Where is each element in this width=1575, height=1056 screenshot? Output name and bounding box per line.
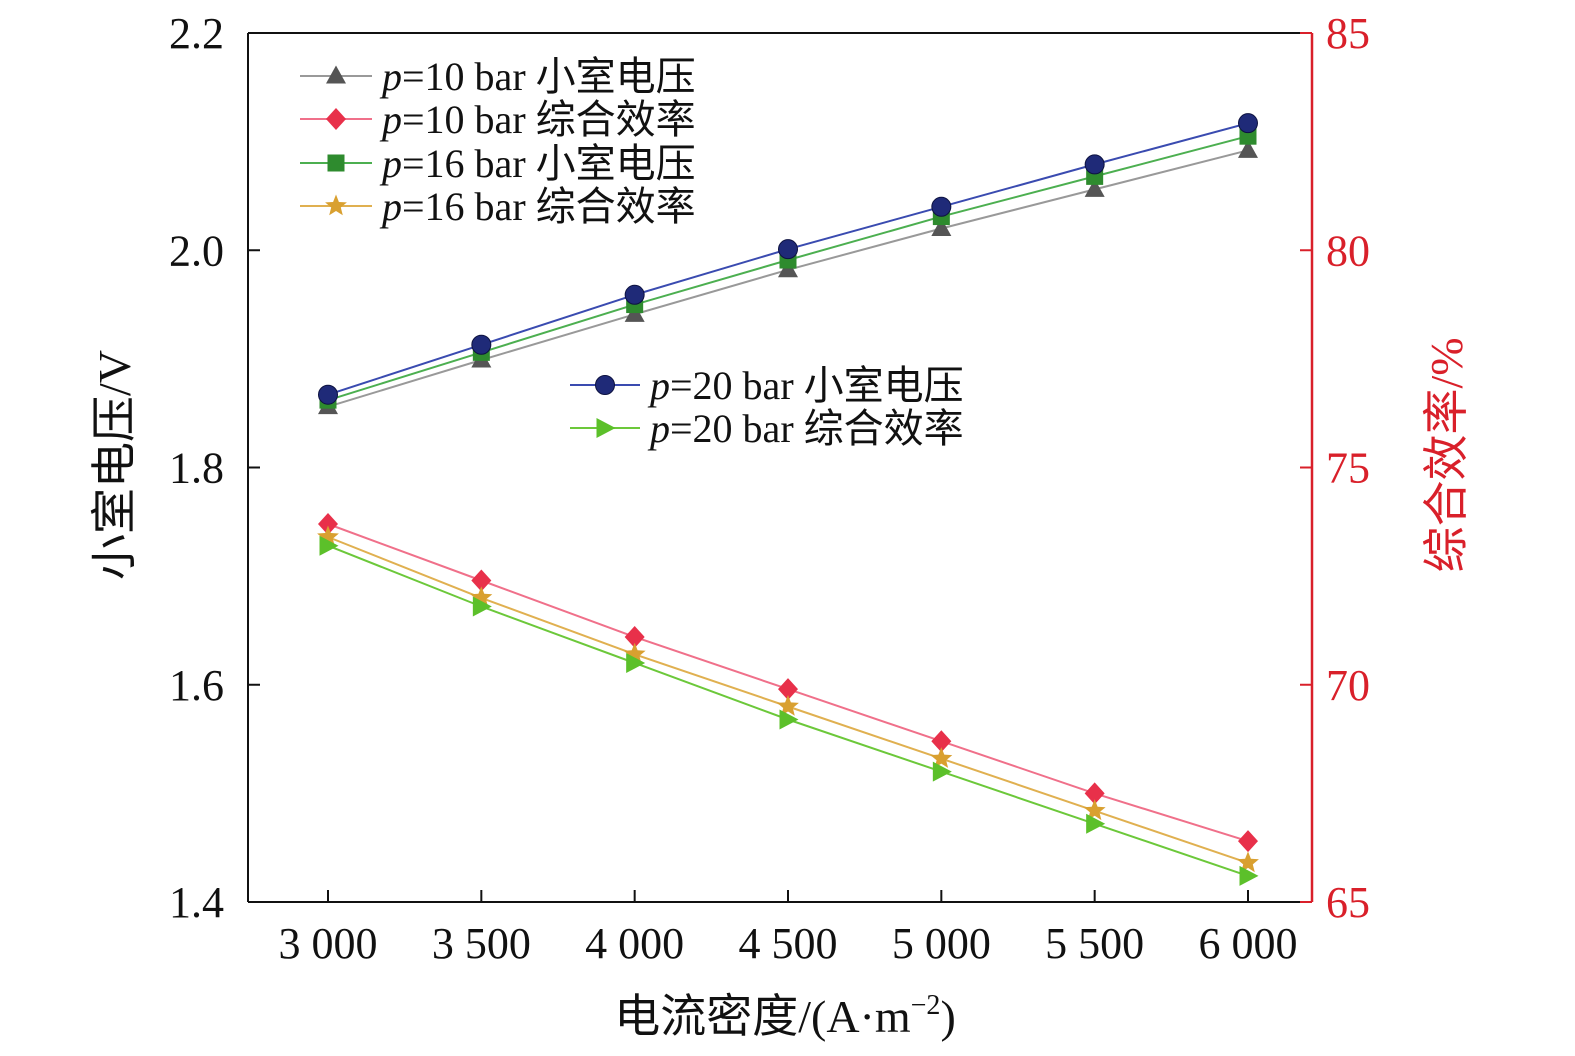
data-point bbox=[470, 586, 493, 608]
legend-label-text: =16 bar 综合效率 bbox=[402, 184, 696, 229]
data-point bbox=[626, 653, 646, 674]
legend-item: p=20 bar 综合效率 bbox=[570, 406, 964, 451]
y-tick-label-left: 1.6 bbox=[169, 661, 224, 710]
y-tick-label-left: 1.8 bbox=[169, 444, 224, 493]
legend-label-var: p bbox=[379, 54, 402, 99]
legend-label-text: =10 bar 综合效率 bbox=[402, 97, 696, 142]
y-tick-label-right: 70 bbox=[1326, 661, 1370, 710]
x-axis-title-tail: ) bbox=[940, 991, 955, 1042]
legend-label: p=10 bar 综合效率 bbox=[379, 97, 696, 142]
x-tick-label: 5 000 bbox=[892, 919, 991, 968]
data-point bbox=[1084, 782, 1105, 805]
x-axis-title-main: 电流密度/(A·m bbox=[614, 991, 911, 1042]
legend-label: p=10 bar 小室电压 bbox=[379, 54, 696, 99]
x-tick-label: 4 500 bbox=[739, 919, 838, 968]
legend-item: p=16 bar 小室电压 bbox=[300, 141, 696, 186]
legend-label-var: p bbox=[379, 97, 402, 142]
legend-label: p=20 bar 小室电压 bbox=[647, 363, 964, 408]
legend-marker bbox=[326, 108, 346, 130]
legend-marker bbox=[595, 375, 615, 395]
legend-marker bbox=[327, 154, 345, 172]
data-point bbox=[778, 239, 798, 260]
data-point bbox=[471, 334, 492, 355]
legend-label: p=16 bar 小室电压 bbox=[379, 141, 696, 186]
y-tick-label-left: 1.4 bbox=[169, 878, 224, 927]
x-tick-label: 4 000 bbox=[585, 919, 684, 968]
y-tick-label-right: 75 bbox=[1326, 444, 1370, 493]
x-tick-label: 6 000 bbox=[1199, 919, 1298, 968]
legend-label-text: =20 bar 小室电压 bbox=[670, 363, 964, 408]
y-tick-label-right: 80 bbox=[1326, 226, 1370, 275]
data-point bbox=[931, 196, 952, 217]
data-point bbox=[931, 730, 952, 753]
legend-label-var: p bbox=[647, 406, 670, 451]
y-tick-label-right: 85 bbox=[1326, 9, 1370, 58]
y-tick-label-left: 2.0 bbox=[169, 226, 224, 275]
y-tick-label-right: 65 bbox=[1326, 878, 1370, 927]
data-point bbox=[623, 642, 646, 664]
data-point bbox=[1238, 830, 1258, 853]
legend-item: p=20 bar 小室电压 bbox=[570, 363, 964, 408]
data-point bbox=[777, 695, 799, 716]
legend-marker bbox=[326, 65, 346, 84]
data-point bbox=[1238, 113, 1258, 134]
x-axis-title: 电流密度/(A·m−2) bbox=[614, 990, 956, 1042]
x-tick-label: 3 500 bbox=[432, 919, 531, 968]
data-point bbox=[931, 218, 952, 237]
x-axis-title-sup: −2 bbox=[911, 990, 941, 1021]
series-3 bbox=[317, 525, 1259, 873]
legend-label: p=20 bar 综合效率 bbox=[647, 406, 964, 451]
data-point bbox=[932, 761, 952, 782]
data-point bbox=[1086, 813, 1106, 834]
data-point bbox=[778, 678, 798, 701]
series-5 bbox=[319, 535, 1259, 886]
data-point bbox=[317, 525, 339, 547]
x-tick-label: 5 500 bbox=[1045, 919, 1144, 968]
data-point bbox=[1239, 865, 1259, 886]
legend-item: p=16 bar 综合效率 bbox=[300, 184, 696, 229]
legend-label-var: p bbox=[379, 184, 402, 229]
series-layer bbox=[317, 113, 1259, 886]
series-1 bbox=[318, 512, 1258, 853]
data-point bbox=[1237, 851, 1259, 873]
legend-label-text: =16 bar 小室电压 bbox=[402, 141, 696, 186]
y-axis-title-left: 小室电压/V bbox=[89, 350, 140, 580]
data-point bbox=[624, 625, 645, 648]
y-tick-label-left: 2.2 bbox=[169, 9, 224, 58]
data-point bbox=[1084, 178, 1105, 197]
data-point bbox=[319, 535, 339, 556]
legend-label-var: p bbox=[379, 141, 402, 186]
x-tick-label: 3 000 bbox=[279, 919, 378, 968]
axes: 1.4 1.6 1.8 2.0 2.2 65 70 75 80 85 3 000 3 500 4 000… bbox=[169, 9, 1370, 968]
legend-label-var: p bbox=[647, 363, 670, 408]
data-point bbox=[1238, 139, 1258, 158]
y-axis-title-right: 综合效率/% bbox=[1421, 337, 1472, 572]
data-point bbox=[318, 512, 338, 535]
data-point bbox=[1083, 799, 1106, 821]
legend-item: p=10 bar 综合效率 bbox=[300, 97, 696, 142]
series-4 bbox=[318, 113, 1258, 405]
legend-label-text: =20 bar 综合效率 bbox=[670, 406, 964, 451]
legend-marker bbox=[325, 194, 347, 216]
legend-marker bbox=[596, 418, 616, 438]
data-point bbox=[318, 384, 338, 405]
data-point bbox=[472, 596, 492, 617]
legend-label-text: =10 bar 小室电压 bbox=[402, 54, 696, 99]
data-point bbox=[1084, 154, 1105, 175]
legend-label: p=16 bar 综合效率 bbox=[379, 184, 696, 229]
data-point bbox=[471, 569, 492, 592]
data-point bbox=[624, 284, 645, 305]
data-point bbox=[779, 709, 799, 730]
data-point bbox=[930, 747, 953, 768]
legend-item: p=10 bar 小室电压 bbox=[300, 54, 696, 99]
axis-titles: 小室电压/V 综合效率/% 电流密度/(A·m−2) bbox=[89, 337, 1472, 1042]
